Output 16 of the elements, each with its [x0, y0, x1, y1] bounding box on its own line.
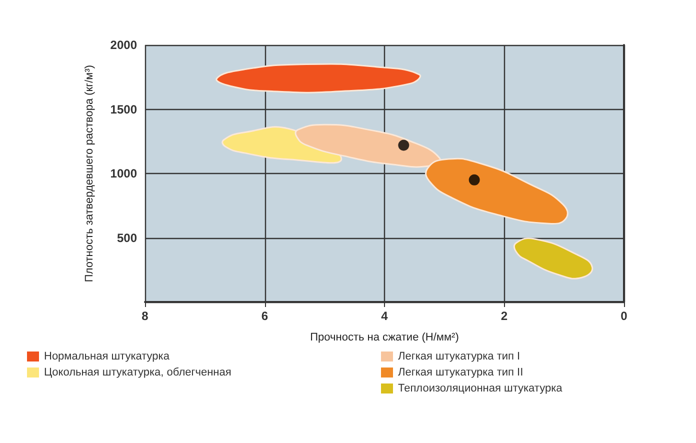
legend-label: Нормальная штукатурка [44, 350, 170, 362]
x-tick-label: 4 [381, 309, 388, 323]
legend-label: Легкая штукатурка тип I [398, 350, 520, 362]
x-tick-label: 8 [142, 309, 149, 323]
legend-label: Теплоизоляционная штукатурка [398, 382, 564, 394]
y-tick-label: 2000 [110, 38, 138, 52]
y-tick-label: 1000 [110, 166, 138, 180]
legend-label: Легкая штукатурка тип II [398, 366, 524, 378]
x-axis-title: Прочность на сжатие (Н/мм²) [310, 332, 459, 344]
y-tick-label: 500 [116, 230, 138, 245]
x-tick-label: 2 [500, 309, 508, 323]
y-tick-label: 1500 [110, 102, 138, 116]
y-axis-title: Плотность затвердевшего раствора (кг/м³) [84, 64, 96, 282]
x-tick-label: 0 [620, 309, 628, 323]
legend-label: Цокольная штукатурка, облегченная [44, 366, 232, 378]
x-tick-label: 6 [261, 309, 268, 323]
